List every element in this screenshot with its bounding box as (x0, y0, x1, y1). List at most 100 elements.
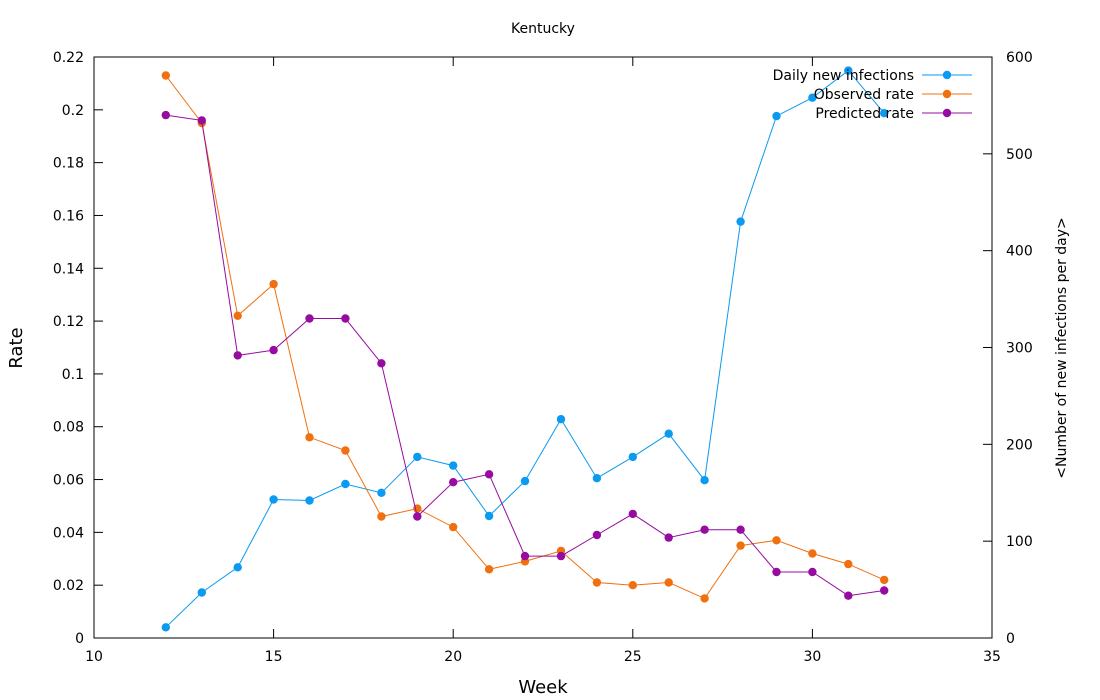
data-point (700, 476, 709, 485)
data-point (305, 496, 314, 505)
y-tick-label: 0.04 (53, 525, 84, 541)
data-point (736, 217, 745, 226)
data-point (449, 461, 458, 470)
y-tick-label: 0 (75, 631, 84, 647)
y2-tick-label: 600 (1006, 50, 1033, 66)
data-point (592, 530, 602, 540)
x-axis-label: Week (518, 677, 568, 698)
plot-frame (93, 56, 993, 639)
series-0 (161, 66, 889, 632)
legend: Daily new infections Observed rate Predict… (773, 68, 972, 122)
data-point (520, 551, 530, 561)
data-point (341, 446, 350, 455)
y-tick-label: 0.16 (53, 208, 84, 224)
data-point (628, 452, 637, 462)
data-point (305, 433, 314, 442)
legend-marker (942, 89, 952, 99)
data-point (161, 623, 170, 632)
legend-marker (942, 70, 952, 80)
y-tick-label: 0.14 (53, 261, 84, 277)
data-point (844, 591, 853, 600)
x-tick-label: 25 (624, 649, 642, 665)
data-point (700, 594, 709, 603)
data-point (161, 71, 170, 80)
data-point (484, 470, 494, 479)
data-point (772, 536, 781, 545)
data-point (520, 476, 530, 486)
data-point (233, 563, 242, 572)
data-point (233, 351, 242, 360)
data-point (484, 565, 494, 574)
data-point (844, 66, 853, 75)
data-point (449, 522, 458, 532)
series-layer (161, 66, 889, 632)
data-point (880, 109, 889, 118)
y2-tick-label: 100 (1006, 534, 1033, 550)
x-tick-label: 10 (85, 649, 103, 665)
y2-axis-label: <Number of new infections per day> (1054, 217, 1070, 479)
data-point (700, 525, 709, 534)
data-point (197, 116, 206, 125)
legend-label: Observed rate (814, 87, 914, 103)
x-tick-label: 30 (803, 649, 821, 665)
data-point (341, 314, 350, 323)
y2-tick-label: 400 (1006, 244, 1033, 260)
data-point (269, 345, 278, 355)
y2-tick-label: 300 (1006, 341, 1033, 357)
data-point (628, 509, 637, 519)
data-point (808, 549, 817, 558)
series-2 (161, 110, 889, 600)
y-tick-label: 0.02 (53, 578, 84, 594)
data-point (772, 111, 781, 121)
data-point (736, 525, 745, 534)
data-point (269, 279, 278, 289)
data-point (377, 488, 386, 497)
data-point (664, 578, 673, 587)
y-tick-label: 0.12 (53, 314, 84, 330)
series-line (165, 114, 885, 597)
series-1 (161, 71, 889, 603)
series-line (165, 75, 885, 600)
chart-title: Kentucky (511, 21, 575, 37)
data-point (592, 474, 602, 483)
data-point (592, 578, 602, 587)
data-point (736, 541, 745, 550)
y2-tick-label: 500 (1006, 147, 1033, 163)
data-point (628, 581, 637, 590)
data-point (377, 512, 386, 521)
x-tick-label: 20 (444, 649, 462, 665)
x-tick-label: 15 (265, 649, 283, 665)
data-point (449, 478, 458, 487)
data-point (197, 588, 206, 597)
data-point (772, 567, 781, 577)
data-point (880, 575, 889, 585)
axes: 10 15 20 25 30 35 0 0.02 0.04 0.06 0.08 0.1 0.12 0.14… (53, 50, 1033, 665)
y-axis-label: Rate (6, 327, 27, 368)
y-tick-label: 0.1 (62, 367, 84, 383)
data-point (233, 311, 242, 320)
data-point (808, 93, 817, 102)
y2-tick-label: 200 (1006, 437, 1033, 453)
data-point (808, 567, 817, 577)
data-point (664, 533, 673, 542)
y-tick-label: 0.2 (62, 103, 84, 119)
data-point (664, 429, 673, 438)
data-point (269, 495, 278, 504)
data-point (844, 559, 853, 569)
data-point (161, 110, 170, 120)
x-tick-label: 35 (983, 649, 1001, 665)
y-tick-label: 0.06 (53, 473, 84, 489)
y2-tick-label: 0 (1006, 631, 1015, 647)
data-point (305, 314, 314, 323)
data-point (413, 452, 422, 462)
y-tick-label: 0.18 (53, 156, 84, 172)
y-tick-label: 0.08 (53, 420, 84, 436)
data-point (484, 511, 494, 521)
data-point (556, 551, 566, 561)
data-point (556, 415, 566, 424)
data-point (341, 479, 350, 489)
data-point (880, 586, 889, 595)
legend-label: Daily new infections (773, 68, 914, 84)
data-point (413, 512, 422, 521)
